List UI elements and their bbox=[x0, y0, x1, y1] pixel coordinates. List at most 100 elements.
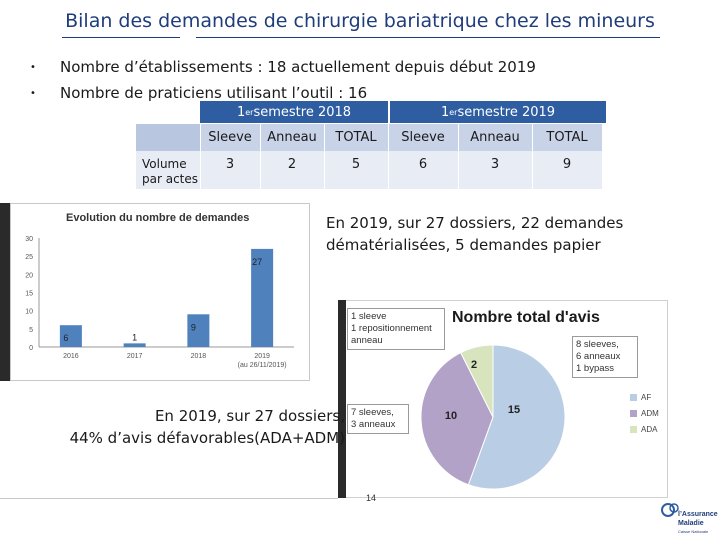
note-line: En 2019, sur 27 dossiers, bbox=[154, 407, 345, 425]
column-header: Sleeve bbox=[200, 124, 261, 151]
y-tick-label: 20 bbox=[25, 272, 33, 279]
pie-value-label: 2 bbox=[471, 359, 477, 371]
table-row: Volume par actes 3 2 5 6 3 9 bbox=[136, 151, 603, 189]
table-cell: 6 bbox=[388, 151, 459, 189]
legend-item-ada: ADA bbox=[630, 425, 657, 434]
pie-slice bbox=[420, 351, 494, 486]
bullet-item: • Nombre d’établissements : 18 actuellem… bbox=[30, 54, 536, 80]
logo-text: l’Assurance bbox=[678, 511, 718, 518]
legend-swatch bbox=[630, 394, 637, 401]
x-tick-label: 2019 bbox=[254, 353, 270, 360]
page-number: 14 bbox=[366, 493, 377, 503]
volume-table: Sleeve Anneau TOTAL Sleeve Anneau TOTAL … bbox=[136, 124, 603, 189]
legend-swatch bbox=[630, 426, 637, 433]
pie-slice bbox=[467, 344, 566, 490]
note-line: 8 sleeves, bbox=[576, 339, 619, 350]
y-tick-label: 30 bbox=[25, 236, 33, 243]
table-cell: 3 bbox=[200, 151, 261, 189]
header-text: 1 bbox=[440, 104, 450, 120]
pie-slice bbox=[460, 344, 494, 418]
column-header: Sleeve bbox=[388, 124, 459, 151]
logo-text: Caisse Nationale bbox=[678, 529, 709, 534]
bar-value-label: 27 bbox=[252, 257, 262, 267]
row-label: Volume par actes bbox=[136, 151, 201, 189]
bullet-list: • Nombre d’établissements : 18 actuellem… bbox=[30, 54, 536, 106]
pie-value-label: 15 bbox=[508, 404, 520, 416]
pie-chart: 15 10 2 bbox=[420, 344, 566, 490]
note-line: anneau bbox=[351, 335, 383, 346]
header-sup: er bbox=[449, 107, 458, 117]
pie-value-label: 10 bbox=[445, 410, 457, 422]
y-tick-label: 15 bbox=[25, 291, 33, 298]
column-header: Anneau bbox=[458, 124, 533, 151]
chart-shadow-edge bbox=[0, 203, 10, 381]
x-tick-label: 2016 bbox=[63, 353, 79, 360]
unfavourable-opinions-note: En 2019, sur 27 dossiers, 44% d’avis déf… bbox=[60, 405, 345, 449]
dematerialisation-note: En 2019, sur 27 dossiers, 22 demandes dé… bbox=[326, 214, 624, 254]
y-tick-label: 5 bbox=[29, 327, 33, 334]
note-line: 1 sleeve bbox=[351, 311, 387, 322]
logo-text: Maladie bbox=[678, 520, 704, 527]
header-text: semestre 2018 bbox=[253, 104, 352, 120]
bar bbox=[59, 325, 82, 347]
table-cell: 3 bbox=[458, 151, 533, 189]
header-sup: er bbox=[245, 107, 254, 117]
title-underline-notch bbox=[180, 36, 196, 39]
af-breakdown-note: 8 sleeves, 6 anneaux 1 bypass bbox=[572, 336, 638, 378]
note-line: 3 anneaux bbox=[351, 419, 396, 430]
legend-label: AF bbox=[641, 393, 652, 402]
bar-value-label: 9 bbox=[191, 322, 196, 332]
bullet-text: Nombre de praticiens utilisant l’outil :… bbox=[60, 84, 368, 102]
pie-chart-panel: 15 10 2 bbox=[338, 300, 668, 498]
y-tick-label: 10 bbox=[25, 309, 33, 316]
legend-item-adm: ADM bbox=[630, 409, 659, 418]
logo-mark-icon bbox=[661, 503, 675, 517]
table-header-period-2019: 1 er semestre 2019 bbox=[390, 101, 606, 123]
adm-breakdown-note: 7 sleeves, 3 anneaux bbox=[347, 404, 409, 434]
table-cell: 5 bbox=[324, 151, 389, 189]
bullet-text: Nombre d’établissements : 18 actuellemen… bbox=[60, 58, 536, 76]
logo-mark-icon bbox=[669, 503, 679, 513]
table-corner-cell bbox=[136, 124, 201, 151]
legend-label: ADA bbox=[641, 425, 658, 434]
bar-chart: Evolution du nombre de demandes 0 5 10 15 20 2… bbox=[25, 212, 294, 369]
legend-swatch bbox=[630, 410, 637, 417]
bar-value-label: 6 bbox=[63, 333, 68, 343]
bullet-marker: • bbox=[30, 87, 36, 99]
note-line: 1 bypass bbox=[576, 363, 615, 374]
bar bbox=[187, 314, 210, 347]
legend-item-af: AF bbox=[630, 393, 651, 402]
note-line: 6 anneaux bbox=[576, 351, 621, 362]
bar-chart-panel: Evolution du nombre de demandes 0 5 10 15 20 2… bbox=[10, 203, 310, 381]
bullet-item: • Nombre de praticiens utilisant l’outil… bbox=[30, 80, 536, 106]
y-tick-label: 0 bbox=[29, 345, 33, 352]
column-header: TOTAL bbox=[532, 124, 603, 151]
bar-chart-title: Evolution du nombre de demandes bbox=[66, 212, 249, 224]
table-cell: 9 bbox=[532, 151, 603, 189]
table-header-period-2018: 1 er semestre 2018 bbox=[200, 101, 388, 123]
title-underline bbox=[62, 37, 660, 38]
note-line: 7 sleeves, bbox=[351, 407, 394, 418]
page-title: Bilan des demandes de chirurgie bariatri… bbox=[65, 10, 655, 32]
bullet-marker: • bbox=[30, 61, 36, 73]
note-line: 1 repositionnement bbox=[351, 323, 432, 334]
column-header: TOTAL bbox=[324, 124, 389, 151]
footer-divider bbox=[0, 498, 338, 499]
x-tick-label: 2018 bbox=[191, 353, 207, 360]
assurance-maladie-logo: l’Assurance Maladie Caisse Nationale bbox=[661, 503, 718, 534]
x-tick-label: 2017 bbox=[127, 353, 143, 360]
note-line: 44% d’avis défavorables(ADA+ADM) bbox=[69, 429, 345, 447]
header-text: semestre 2019 bbox=[457, 104, 556, 120]
table-cell: 2 bbox=[260, 151, 325, 189]
bar bbox=[123, 343, 146, 347]
pie-chart-title: Nombre total d'avis bbox=[452, 309, 600, 326]
x-tick-sublabel: (au 26/11/2019) bbox=[238, 362, 287, 369]
legend-label: ADM bbox=[641, 409, 659, 418]
ada-breakdown-note: 1 sleeve 1 repositionnement anneau bbox=[347, 308, 445, 350]
pie-shadow-edge bbox=[338, 300, 346, 498]
column-header: Anneau bbox=[260, 124, 325, 151]
bar bbox=[251, 248, 274, 347]
table-header-row: Sleeve Anneau TOTAL Sleeve Anneau TOTAL bbox=[136, 124, 603, 151]
bar-value-label: 1 bbox=[132, 332, 137, 342]
y-tick-label: 25 bbox=[25, 254, 33, 261]
